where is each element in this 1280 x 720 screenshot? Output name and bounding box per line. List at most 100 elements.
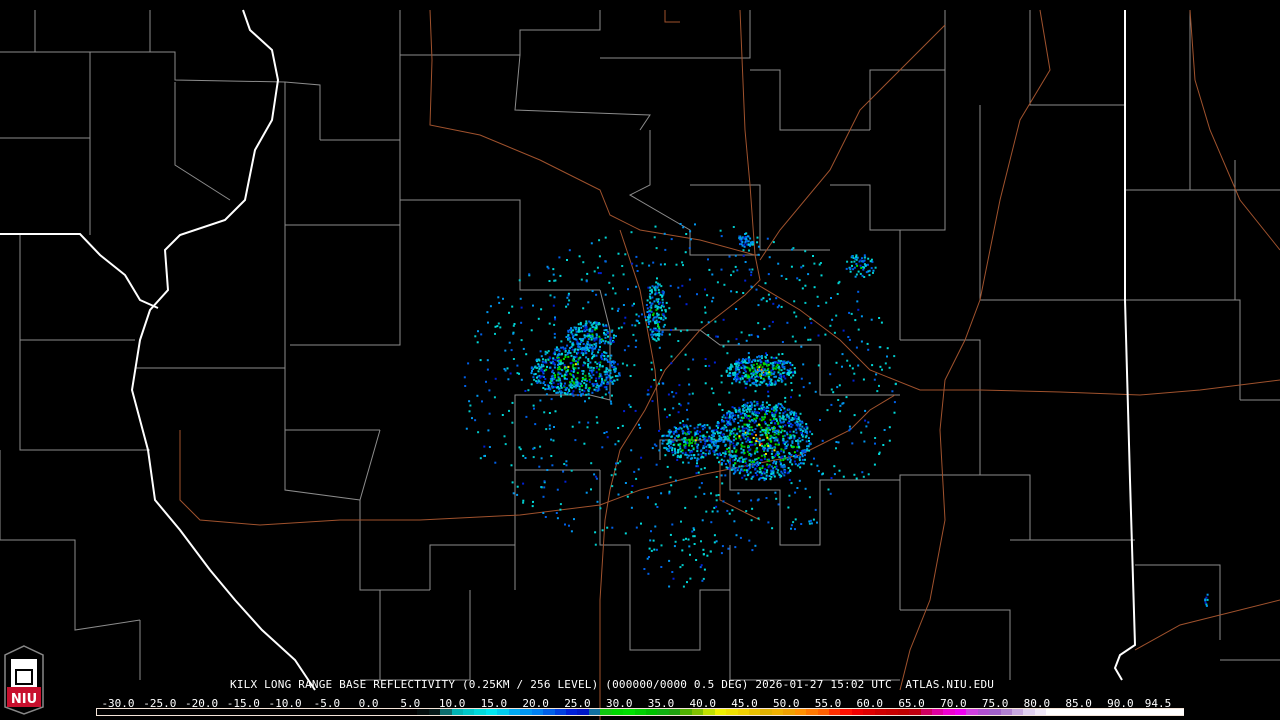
echo-pixel [467,362,470,365]
echo-pixel [635,477,638,480]
echo-pixel [760,298,763,301]
colorbar-swatch [371,709,383,715]
echo-pixel [770,383,773,386]
echo-pixel [656,307,659,310]
echo-pixel [722,452,725,455]
echo-pixel [680,450,683,453]
echo-pixel [742,358,745,360]
echo-pixel [579,382,582,385]
echo-pixel [704,382,707,385]
echo-pixel [649,306,652,309]
echo-pixel [652,312,655,315]
echo-pixel [771,320,774,323]
echo-pixel [789,434,792,437]
echo-pixel [756,470,759,473]
echo-pixel [830,477,833,479]
echo-pixel [590,242,593,245]
echo-pixel [648,295,651,298]
echo-pixel [867,270,870,273]
county-borders [0,10,1280,681]
echo-pixel [725,370,728,373]
echo-pixel [533,407,535,410]
echo-pixel [761,370,764,373]
echo-pixel [559,361,562,364]
echo-pixel [641,313,643,316]
echo-pixel [557,368,560,371]
echo-pixel [571,333,574,336]
echo-pixel [702,553,705,556]
echo-pixel [733,378,735,381]
echo-pixel [621,362,624,365]
echo-pixel [716,510,719,513]
echo-pixel [704,440,707,443]
echo-pixel [750,402,753,405]
echo-pixel [779,425,782,428]
echo-pixel [539,381,542,384]
echo-pixel [637,315,640,318]
echo-pixel [577,343,580,346]
echo-pixel [724,435,727,438]
echo-pixel [694,431,697,434]
echo-pixel [849,364,851,367]
echo-pixel [784,418,787,421]
echo-pixel [799,451,802,454]
echo-pixel [732,442,735,445]
echo-pixel [765,475,768,478]
echo-pixel [774,407,777,410]
echo-pixel [593,388,596,391]
echo-pixel [648,315,651,318]
echo-pixel [608,369,610,372]
echo-pixel [798,394,801,397]
echo-pixel [724,452,727,455]
echo-pixel [789,411,792,414]
echo-pixel [872,271,874,274]
echo-pixel [553,363,556,366]
echo-pixel [581,384,583,387]
echo-pixel [816,521,818,524]
echo-pixel [756,366,759,369]
echo-pixel [753,404,756,407]
echo-pixel [758,370,761,372]
echo-pixel [741,241,744,243]
echo-pixel [806,449,808,452]
echo-pixel [599,373,602,376]
echo-pixel [727,547,730,550]
echo-pixel [863,440,866,443]
echo-pixel [721,433,724,436]
echo-pixel [611,376,614,379]
echo-pixel [702,577,705,580]
echo-pixel [679,445,682,448]
echo-pixel [777,422,780,425]
echo-pixel [649,301,651,304]
echo-pixel [807,273,810,276]
echo-pixel [734,367,737,370]
echo-pixel [776,406,779,409]
echo-pixel [767,409,770,412]
niu-logo: NIU [4,645,44,715]
echo-pixel [635,264,638,267]
county-border [360,590,471,681]
echo-pixel [631,304,634,307]
echo-pixel [696,450,699,453]
echo-pixel [590,371,593,374]
echo-pixel [590,337,593,340]
echo-pixel [778,415,781,418]
echo-pixel [741,476,744,479]
echo-pixel [764,413,767,416]
echo-pixel [666,465,669,468]
echo-pixel [792,374,795,377]
echo-pixel [675,427,677,430]
echo-pixel [680,520,682,523]
echo-pixel [572,368,575,371]
echo-pixel [774,361,776,364]
echo-pixel [782,457,785,460]
echo-pixel [801,287,804,290]
echo-pixel [560,382,563,385]
echo-pixel [789,371,792,374]
echo-pixel [790,419,793,421]
echo-pixel [591,357,594,360]
echo-pixel [839,410,842,413]
colorbar-tick-label: 5.0 [400,697,421,710]
echo-pixel [576,361,579,364]
echo-pixel [748,426,751,429]
